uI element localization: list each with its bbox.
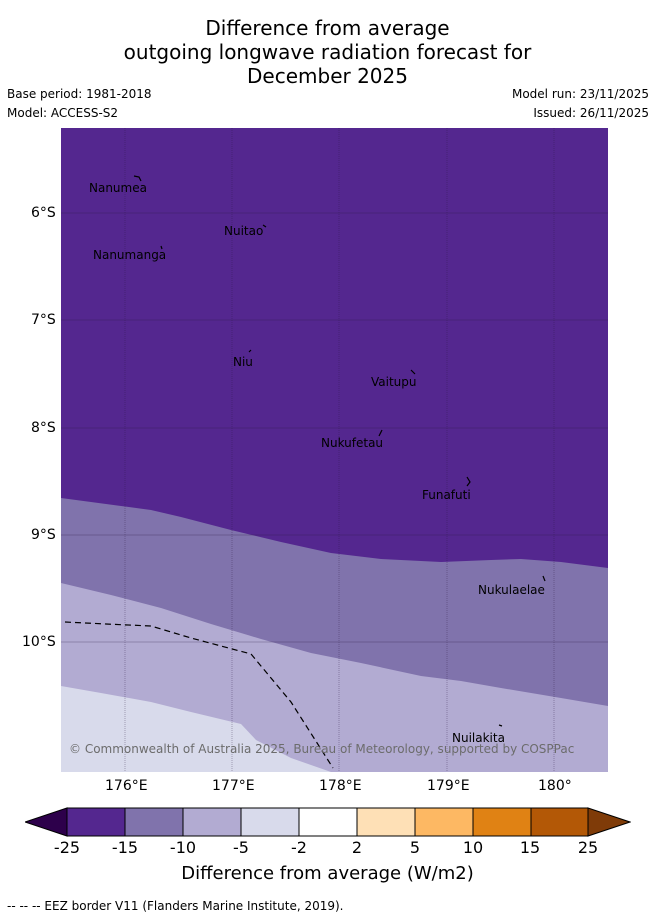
copyright-notice: © Commonwealth of Australia 2025, Bureau… — [69, 742, 575, 756]
graticule — [61, 128, 608, 772]
colorbar-segment-4 — [240, 807, 300, 837]
colorbar-label-10: 10 — [462, 838, 484, 857]
colorbar-segment-5 — [298, 807, 358, 837]
colorbar-title: Difference from average (W/m2) — [181, 863, 474, 884]
colorbar-extend-low — [25, 807, 68, 837]
island-label-nukufetau: Nukufetau — [321, 436, 384, 450]
colorbar-label-minus15: -15 — [111, 838, 139, 857]
lon-label-177e: 177°E — [212, 778, 255, 794]
colorbar-label-25: 25 — [577, 838, 599, 857]
colorbar-label-15: 15 — [519, 838, 541, 857]
island-label-nukulaelae: Nukulaelae — [478, 583, 545, 597]
colorbar-label-minus2: -2 — [291, 838, 307, 857]
island-label-funafuti: Funafuti — [422, 488, 471, 502]
colorbar-label-minus25: -25 — [53, 838, 81, 857]
colorbar-segment-8 — [472, 807, 532, 837]
lat-label-6s: 6°S — [31, 205, 56, 221]
model-name: Model: ACCESS-S2 — [7, 106, 119, 120]
chart-title-line-3: December 2025 — [247, 64, 408, 88]
colorbar-label-minus10: -10 — [169, 838, 197, 857]
lon-label-180: 180° — [538, 778, 572, 794]
eez-legend: -- -- -- EEZ border V11 (Flanders Marine… — [7, 899, 344, 913]
colorbar-extend-high — [587, 807, 631, 837]
base-period: Base period: 1981-2018 — [7, 87, 152, 101]
island-label-nanumea: Nanumea — [89, 181, 147, 195]
lon-label-178e: 178°E — [319, 778, 362, 794]
lat-label-8s: 8°S — [31, 420, 56, 436]
lat-label-10s: 10°S — [22, 634, 56, 650]
colorbar-label-5: 5 — [409, 838, 421, 857]
colorbar-segment-7 — [414, 807, 474, 837]
colorbar-label-2: 2 — [351, 838, 363, 857]
lon-label-179e: 179°E — [427, 778, 470, 794]
lat-label-9s: 9°S — [31, 527, 56, 543]
chart-title-line-2: outgoing longwave radiation forecast for — [123, 40, 532, 64]
chart-title-line-1: Difference from average — [205, 16, 450, 40]
colorbar-segment-6 — [356, 807, 416, 837]
band-lt-minus15 — [61, 128, 608, 568]
colorbar — [25, 807, 631, 837]
model-run: Model run: 23/11/2025 — [511, 87, 649, 101]
colorbar-segment-2 — [124, 807, 184, 837]
anomaly-map — [61, 128, 608, 772]
lon-label-176e: 176°E — [105, 778, 148, 794]
issued-date: Issued: 26/11/2025 — [533, 106, 649, 120]
island-label-nuitao: Nuitao — [224, 224, 264, 238]
colorbar-label-minus5: -5 — [233, 838, 249, 857]
island-label-nanumanga: Nanumanga — [93, 248, 167, 262]
lat-label-7s: 7°S — [31, 312, 56, 328]
island-label-nuilakita: Nuilakita — [452, 731, 505, 745]
island-label-vaitupu: Vaitupu — [371, 375, 417, 389]
eez-border — [64, 621, 334, 769]
colorbar-segment-3 — [182, 807, 242, 837]
island-label-niu: Niu — [233, 355, 253, 369]
island-shapes — [133, 175, 546, 727]
colorbar-segment-9 — [530, 807, 589, 837]
colorbar-segment-1 — [66, 807, 126, 837]
